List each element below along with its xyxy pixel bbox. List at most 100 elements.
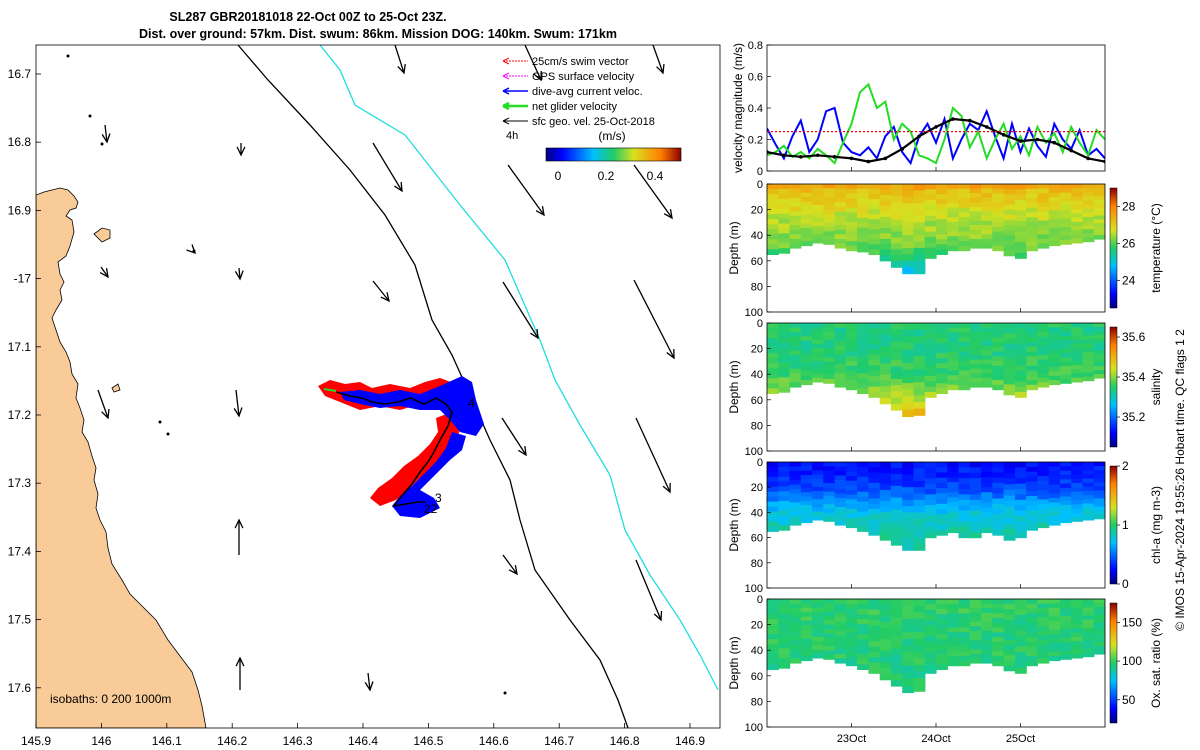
heatmap-cell bbox=[812, 352, 824, 358]
heatmap-cell bbox=[767, 639, 779, 645]
heatmap-cell bbox=[857, 511, 869, 518]
heatmap-cell bbox=[879, 392, 892, 399]
heatmap-cell bbox=[1093, 510, 1105, 516]
y-tick-label: 17.4 bbox=[8, 544, 32, 558]
heatmap-cell bbox=[767, 462, 779, 468]
heatmap-cell bbox=[845, 618, 858, 624]
heatmap-cell bbox=[812, 365, 824, 370]
heatmap-cell bbox=[958, 241, 971, 247]
heatmap-cell bbox=[812, 360, 824, 366]
heatmap-cell bbox=[1071, 188, 1084, 193]
colorbar-tick-label: 50 bbox=[1122, 693, 1136, 707]
heatmap-cell bbox=[778, 223, 791, 229]
heatmap-cell bbox=[1093, 630, 1105, 635]
heatmap-cell bbox=[981, 193, 993, 199]
velocity-point bbox=[832, 155, 837, 159]
heatmap-cell bbox=[1082, 499, 1095, 504]
heatmap-cell bbox=[1026, 471, 1038, 478]
heatmap-cell bbox=[845, 375, 858, 381]
heatmap-cell bbox=[969, 368, 982, 374]
heatmap-cell bbox=[868, 204, 881, 210]
heatmap-cell bbox=[812, 511, 824, 517]
heatmap-cell bbox=[1026, 184, 1038, 190]
heatmap-cell bbox=[992, 622, 1005, 629]
heatmap-cell bbox=[890, 195, 903, 203]
heatmap-cell bbox=[924, 184, 937, 190]
heatmap-cell bbox=[992, 498, 1005, 505]
heatmap-cell bbox=[857, 227, 869, 233]
heatmap-cell bbox=[789, 243, 802, 249]
heatmap-cell bbox=[1037, 494, 1050, 501]
depth-ylabel: Depth (m) bbox=[727, 221, 741, 274]
heatmap-cell bbox=[857, 328, 869, 334]
heatmap-cell bbox=[924, 604, 937, 611]
heatmap-cell bbox=[969, 603, 982, 609]
heatmap-cell bbox=[924, 328, 937, 335]
y-tick-label: 100 bbox=[745, 446, 763, 458]
heatmap-cell bbox=[812, 599, 824, 604]
heatmap-cell bbox=[789, 341, 802, 347]
heatmap-cell bbox=[913, 235, 926, 243]
heatmap-cell bbox=[1059, 196, 1072, 202]
heatmap-cell bbox=[834, 480, 847, 486]
heatmap-cell bbox=[834, 612, 847, 618]
heatmap-cell bbox=[936, 654, 948, 660]
heatmap-cell bbox=[812, 335, 824, 341]
heatmap-cell bbox=[868, 239, 881, 245]
heatmap-cell bbox=[800, 219, 813, 225]
heatmap-cell bbox=[1026, 198, 1038, 204]
heatmap-cell bbox=[800, 642, 813, 648]
time-tick-label: 24Oct bbox=[921, 733, 950, 745]
heatmap-cell bbox=[913, 203, 926, 211]
heatmap-cell bbox=[1082, 221, 1095, 226]
heatmap-cell bbox=[1082, 636, 1095, 641]
heatmap-cell bbox=[902, 499, 915, 507]
heatmap-cell bbox=[1026, 231, 1038, 237]
heatmap-cell bbox=[868, 229, 881, 235]
heatmap-cell bbox=[1026, 651, 1038, 657]
heatmap-cell bbox=[800, 205, 813, 211]
heatmap-cell bbox=[1082, 503, 1095, 509]
heatmap-cell bbox=[1037, 653, 1050, 660]
heatmap-cell bbox=[947, 618, 960, 624]
geo-velocity-arrow bbox=[372, 280, 390, 303]
heatmap-cell bbox=[767, 644, 779, 650]
heatmap-cell bbox=[902, 518, 915, 526]
heatmap-cell bbox=[879, 622, 892, 629]
heatmap-cell bbox=[812, 624, 824, 629]
heatmap-cell bbox=[1071, 517, 1084, 522]
heatmap-cell bbox=[857, 614, 869, 620]
heatmap-cell bbox=[845, 323, 858, 329]
heatmap-cell bbox=[992, 356, 1005, 362]
heatmap-cell bbox=[890, 521, 903, 528]
heatmap-cell bbox=[1093, 642, 1105, 647]
heatmap-cell bbox=[857, 639, 869, 645]
heatmap-cell bbox=[1026, 323, 1038, 329]
heatmap-cell bbox=[812, 339, 824, 345]
heatmap-cell bbox=[1059, 353, 1072, 358]
heatmap-cell bbox=[913, 382, 926, 390]
heatmap-cell bbox=[767, 204, 779, 210]
heatmap-cell bbox=[890, 679, 903, 687]
heatmap-cell bbox=[845, 603, 858, 610]
y-tick-label: 60 bbox=[751, 395, 763, 407]
heatmap-cell bbox=[767, 511, 779, 518]
x-tick-label: 146.4 bbox=[348, 734, 378, 748]
heatmap-cell bbox=[981, 522, 993, 529]
y-tick-label: 80 bbox=[751, 420, 763, 432]
heatmap-cell bbox=[1026, 356, 1038, 362]
heatmap-cell bbox=[1059, 607, 1072, 613]
heatmap-cell bbox=[969, 220, 982, 226]
x-tick-label: 146.7 bbox=[544, 734, 574, 748]
oxygen-colorbar-label: Ox. sat. ratio (%) bbox=[1149, 618, 1163, 708]
heatmap-cell bbox=[879, 363, 892, 370]
heatmap-cell bbox=[767, 664, 779, 670]
heatmap-cell bbox=[857, 624, 869, 630]
heatmap-cell bbox=[924, 349, 937, 356]
heatmap-cell bbox=[789, 238, 802, 245]
heatmap-cell bbox=[1082, 372, 1095, 378]
heatmap-cell bbox=[767, 234, 779, 240]
heatmap-cell bbox=[902, 323, 915, 331]
heatmap-cell bbox=[789, 359, 802, 365]
